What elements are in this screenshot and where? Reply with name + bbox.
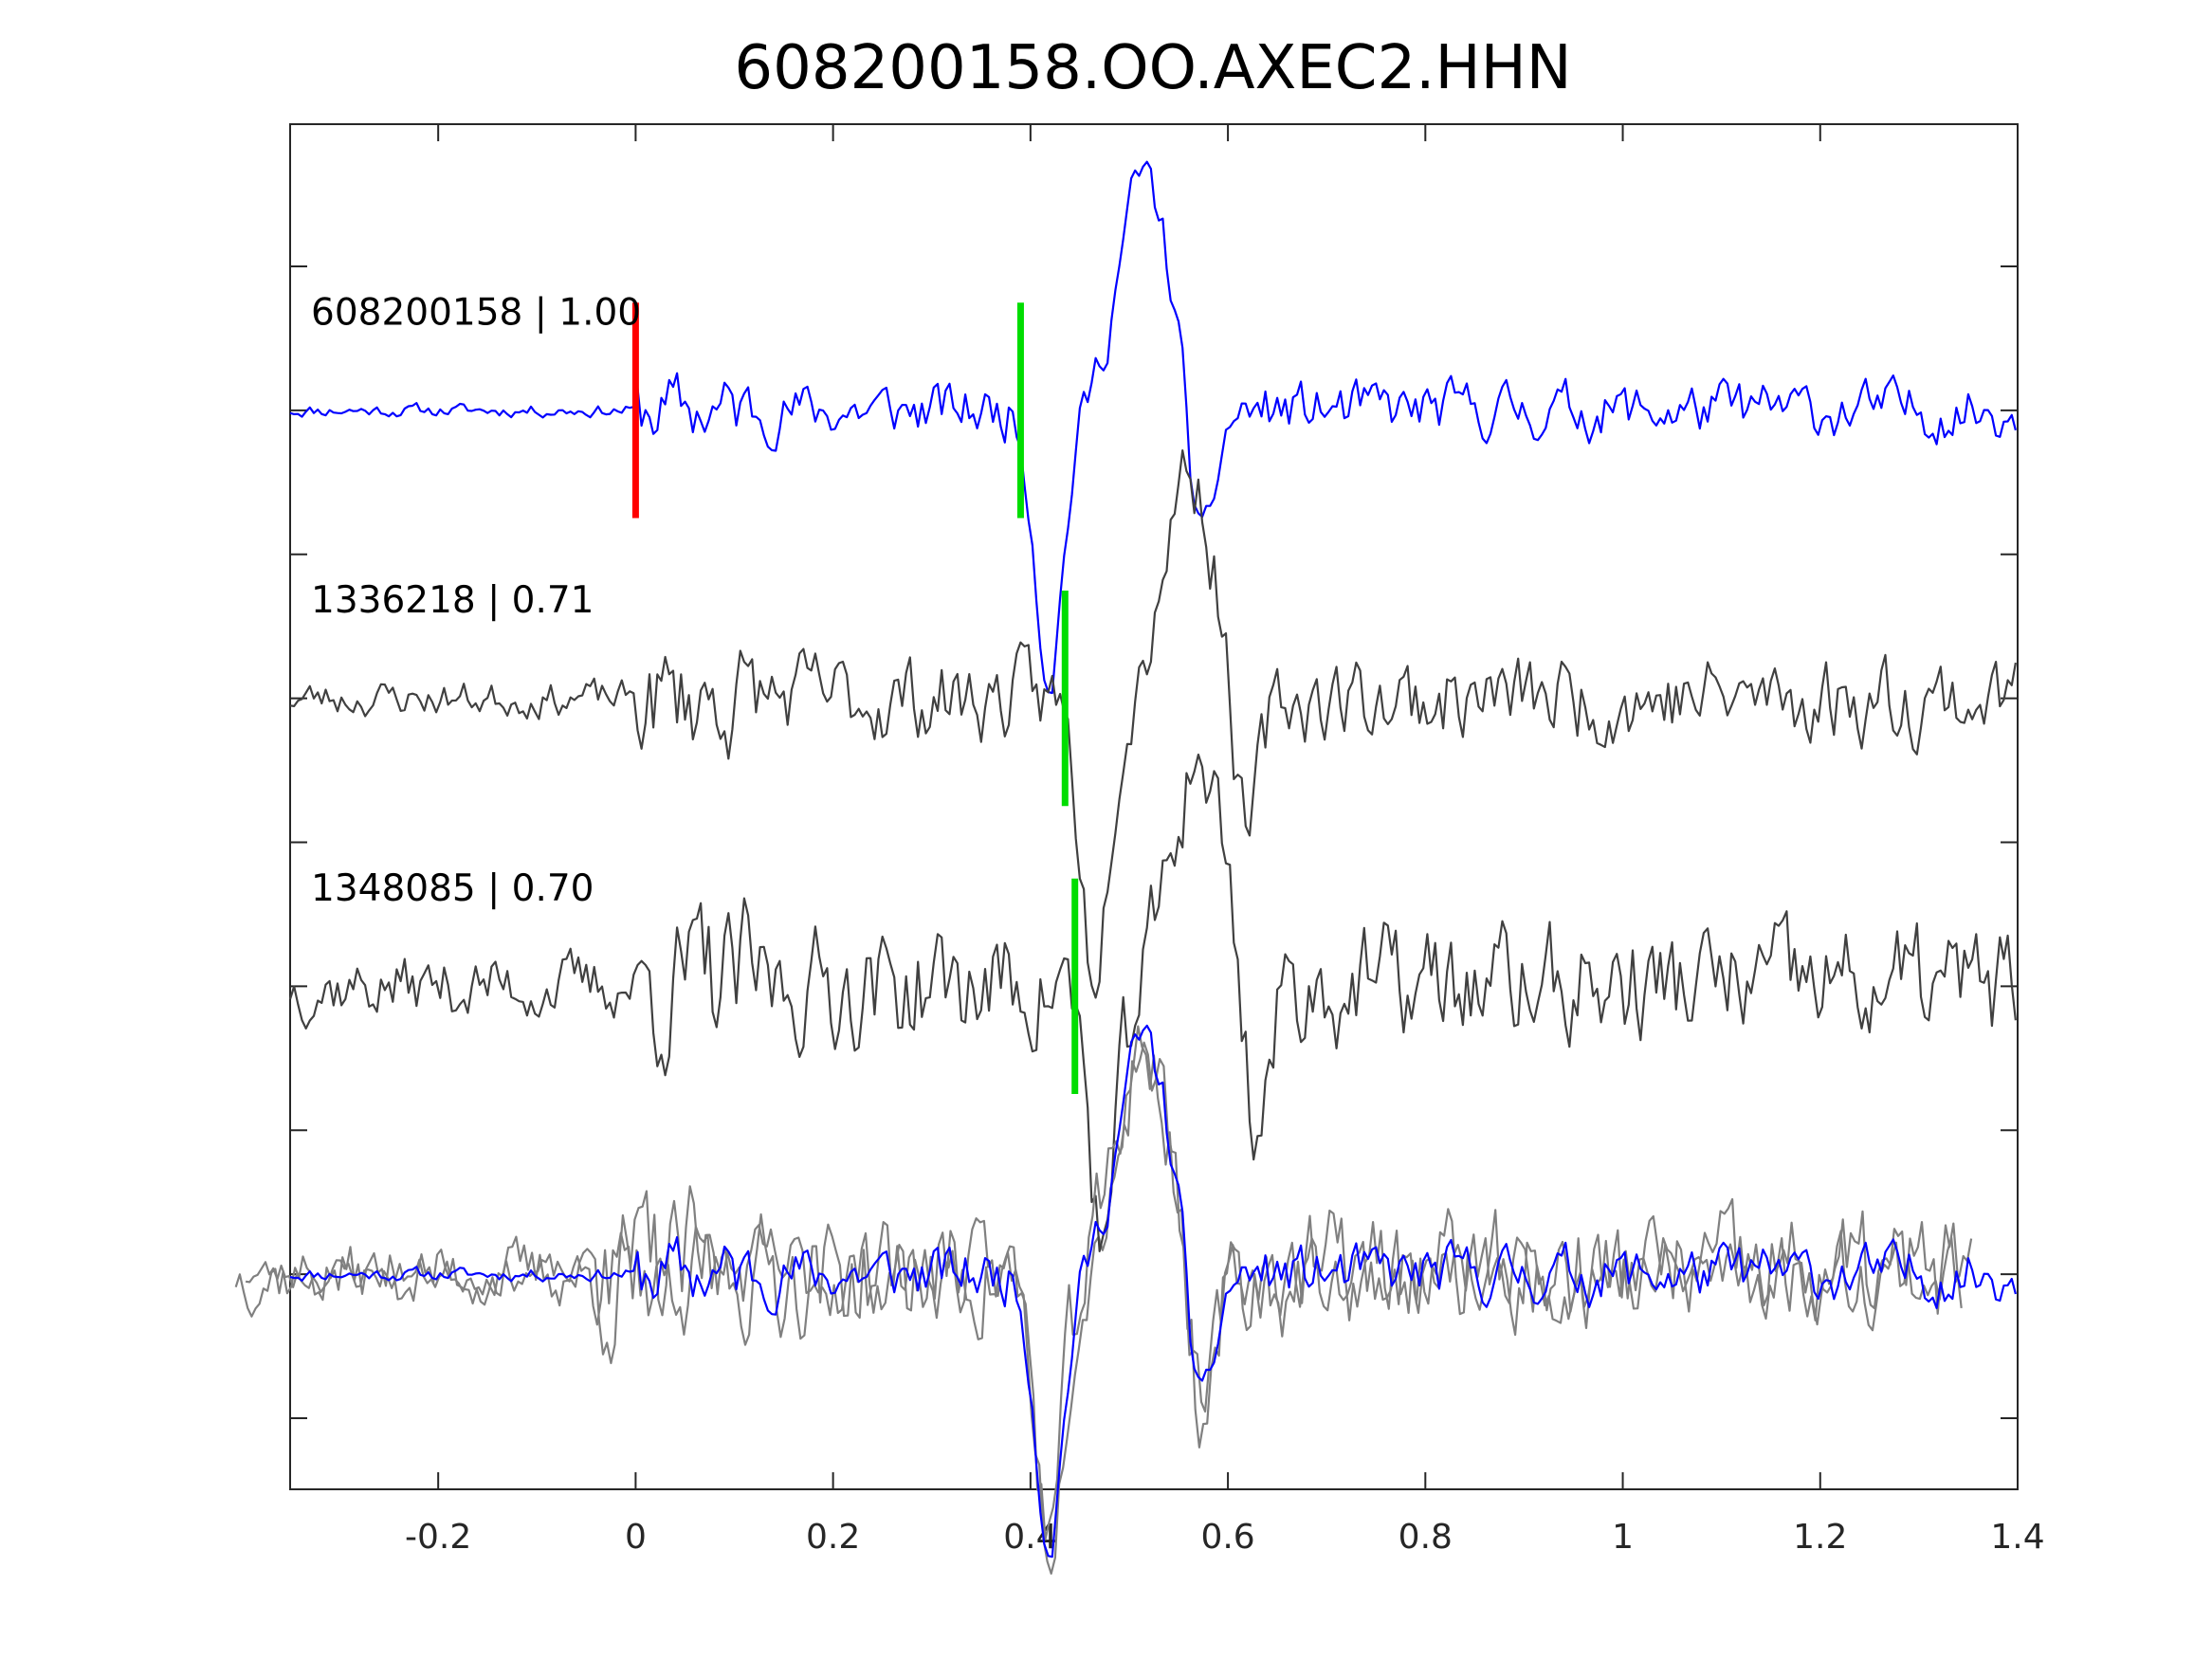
- pick-markers: [631, 302, 1079, 1095]
- x-tick-label: 1.4: [1990, 1518, 2044, 1557]
- x-tick-label: 0: [625, 1518, 647, 1557]
- trace-label-608200158: 608200158 | 1.00: [311, 291, 641, 334]
- overlay-trace-1348085: [234, 1041, 1963, 1540]
- trace-label-1348085: 1348085 | 0.70: [311, 867, 594, 910]
- x-tick-label: 1.2: [1793, 1518, 1847, 1557]
- trace-1348085: [288, 753, 2017, 1252]
- overlay-trace-608200158: [289, 1024, 2017, 1559]
- x-tick-label: 0.6: [1200, 1518, 1254, 1557]
- trace-1336218: [289, 449, 2017, 999]
- x-tick-label: 0.2: [806, 1518, 860, 1557]
- x-tick-label: -0.2: [405, 1518, 471, 1557]
- trace-label-1336218: 1336218 | 0.71: [311, 579, 594, 622]
- y-axis-ticks: [290, 265, 2018, 1419]
- chart-title: 608200158.OO.AXEC2.HHN: [734, 33, 1571, 103]
- overlay-group: [289, 1024, 2017, 1559]
- plot-frame: [289, 123, 2019, 1490]
- x-axis-ticks: -0.2 0 0.2 0.4 0.6 0.8 1 1.2 1.4: [405, 124, 2045, 1557]
- x-tick-label: 0.8: [1398, 1518, 1453, 1557]
- x-tick-label: 1: [1612, 1518, 1634, 1557]
- trace-608200158: [289, 160, 2017, 695]
- trace-labels: 608200158 | 1.00 1336218 | 0.71 1348085 | …: [311, 291, 641, 910]
- overlay-trace-1336218: [245, 1025, 1973, 1575]
